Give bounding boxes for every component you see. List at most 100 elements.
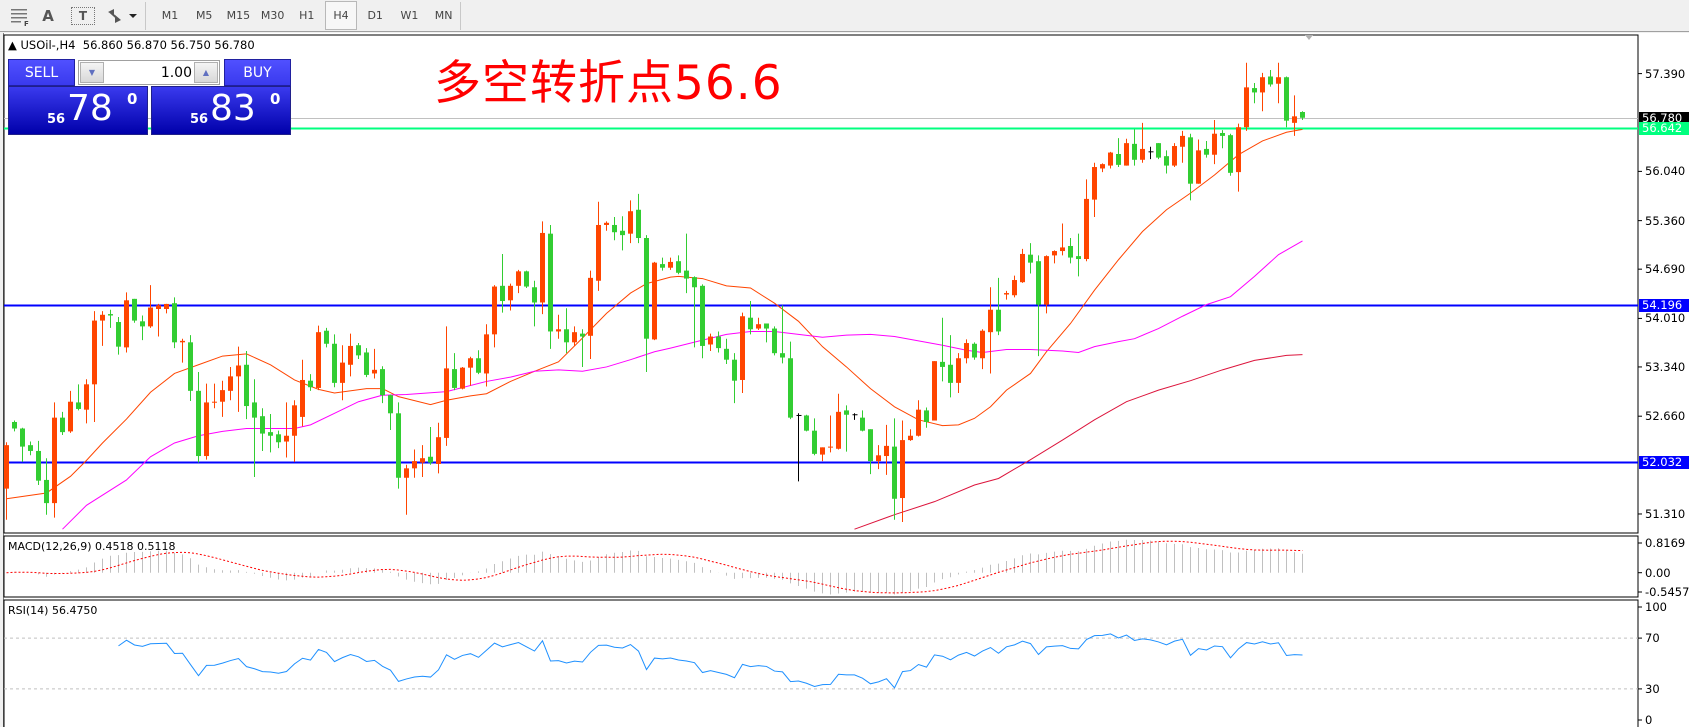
price-level-marker: 56.780	[1639, 111, 1689, 125]
candle-body	[980, 330, 985, 359]
candle-body	[508, 285, 513, 301]
candle-body	[228, 376, 233, 391]
candle-body	[604, 222, 609, 225]
candle-body	[636, 209, 641, 239]
candle-body	[284, 435, 289, 442]
macd-axis-label: 0.8169	[1645, 536, 1686, 550]
candle-body	[492, 286, 497, 335]
sell-price-fraction: 0	[127, 90, 138, 108]
price-level-marker: 52.032	[1639, 455, 1689, 469]
buy-price-fraction: 0	[270, 90, 281, 108]
candle-body	[76, 402, 81, 409]
candle-body	[420, 458, 425, 463]
candle-body	[1188, 137, 1193, 184]
candle-body	[564, 329, 569, 343]
candle-body	[148, 307, 153, 327]
candle-body	[1292, 116, 1297, 123]
candle-body	[36, 450, 41, 481]
timeframe-h4[interactable]: H4	[325, 1, 357, 30]
text-tool-icon[interactable]: A	[36, 4, 60, 28]
candle-body	[108, 314, 113, 316]
candle-body	[700, 285, 705, 346]
candle-body	[772, 328, 777, 354]
sell-button[interactable]: SELL	[8, 59, 75, 86]
candle-body	[1100, 164, 1105, 169]
macd-label: MACD(12,26,9) 0.4518 0.5118	[8, 540, 176, 553]
candle-body	[468, 358, 473, 368]
candle-body	[1036, 261, 1041, 305]
timeframe-m15[interactable]: M15	[226, 9, 251, 22]
candle-body	[12, 421, 17, 429]
candle-body	[332, 343, 337, 383]
price-level-marker: 56.642	[1639, 121, 1689, 135]
candle-body	[1004, 293, 1009, 295]
candle-body	[532, 287, 537, 303]
candle-body	[324, 330, 329, 344]
candle-body	[556, 329, 561, 332]
candle-body	[300, 379, 305, 417]
timeframe-w1[interactable]: W1	[400, 9, 419, 22]
lot-increase-button[interactable]: ▲	[194, 62, 218, 83]
timeframe-m5[interactable]: M5	[195, 9, 213, 22]
candle-body	[92, 320, 97, 385]
candle-body	[140, 321, 145, 327]
candle-body	[484, 334, 489, 374]
candle-body	[172, 303, 177, 343]
timeframe-m1[interactable]: M1	[161, 9, 179, 22]
arrows-tool-icon[interactable]	[104, 4, 142, 28]
candle-body	[620, 230, 625, 236]
lot-size-input[interactable]	[104, 61, 196, 84]
rsi-panel-frame	[3, 599, 1639, 727]
candle-body	[340, 362, 345, 383]
timeframe-d1[interactable]: D1	[367, 9, 383, 22]
candle-body	[1124, 143, 1129, 166]
candle-body	[908, 435, 913, 441]
moving-average-line	[854, 354, 1303, 530]
svg-text:F: F	[24, 20, 29, 26]
rsi-line	[118, 633, 1303, 689]
chart-header: ▲ USOil-,H4 56.860 56.870 56.750 56.780	[8, 38, 255, 52]
grid-properties-icon[interactable]: F	[6, 4, 34, 28]
candle-body	[1132, 143, 1137, 160]
candle-body	[804, 415, 809, 431]
collapse-triangle-icon[interactable]: ▲	[8, 38, 21, 52]
candle-body	[1052, 251, 1057, 256]
candle-body	[476, 358, 481, 373]
candle-body	[388, 395, 393, 414]
candle-body	[220, 390, 225, 402]
candle-body	[836, 411, 841, 449]
candle-body	[612, 224, 617, 233]
buy-price-box[interactable]: 56 83 0	[151, 86, 291, 135]
candle-body	[364, 352, 369, 375]
candle-body	[316, 332, 321, 388]
timeframe-m30[interactable]: M30	[260, 9, 285, 22]
candle-body	[860, 417, 865, 431]
timeframe-h1[interactable]: H1	[299, 9, 315, 22]
text-tool-glyph: A	[42, 7, 54, 25]
candle-body	[196, 390, 201, 457]
macd-panel-frame	[3, 535, 1639, 598]
candle-body	[884, 445, 889, 457]
price-axis-label: 53.340	[1645, 359, 1686, 374]
candle-body	[84, 384, 89, 410]
sell-price-box[interactable]: 56 78 0	[8, 86, 148, 135]
candle-body	[1300, 111, 1305, 118]
lot-decrease-button[interactable]: ▼	[80, 62, 104, 83]
chart-shift-marker-icon	[1305, 35, 1313, 40]
buy-button[interactable]: BUY	[224, 59, 291, 86]
price-axis-label: 56.040	[1645, 164, 1686, 179]
price-axis-label: 57.390	[1645, 66, 1686, 81]
candle-body	[932, 361, 937, 421]
lot-size-stepper[interactable]: ▼ ▲	[78, 60, 220, 85]
candle-body	[940, 361, 945, 367]
candle-body	[1116, 153, 1121, 165]
dropdown-arrow-icon	[129, 14, 137, 18]
candle-body	[716, 336, 721, 349]
candle-body	[348, 345, 353, 365]
text-label-tool-icon[interactable]: T	[71, 7, 95, 25]
timeframe-mn[interactable]: MN	[434, 9, 453, 22]
candle-body	[1268, 76, 1273, 85]
candle-body	[372, 369, 377, 374]
candle-body	[1076, 256, 1081, 260]
candle-body	[1092, 167, 1097, 200]
